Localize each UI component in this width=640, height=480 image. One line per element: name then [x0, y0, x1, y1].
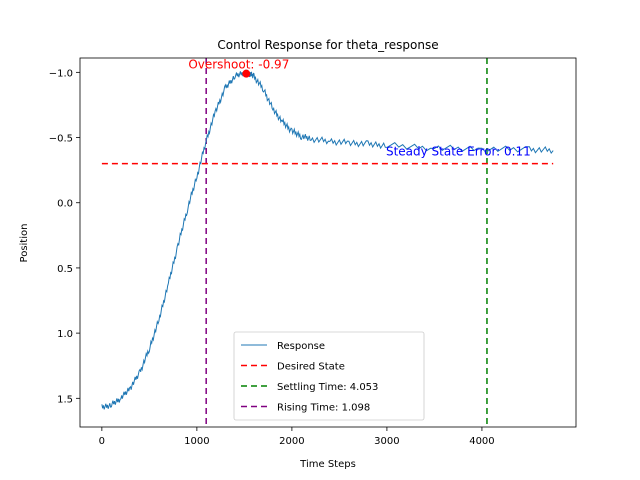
legend-entry-desired-state-label: Desired State: [277, 362, 345, 373]
axes-frame: [79, 57, 577, 428]
steady-state-error-annotation: Steady State Error: 0.11: [386, 145, 531, 159]
x-tick-label: 2000: [279, 436, 304, 447]
y-tick-label: −0.5: [49, 134, 73, 145]
x-tick-label: 3000: [374, 436, 399, 447]
overshoot-annotation: Overshoot: -0.97: [188, 57, 289, 71]
y-tick-label: 0.0: [57, 199, 73, 210]
x-axis-label: Time Steps: [299, 459, 356, 470]
overshoot-marker: [242, 69, 251, 78]
legend-entry-response-label: Response: [277, 341, 325, 352]
y-tick-label: −1.0: [49, 68, 73, 79]
y-axis-label: Position: [19, 224, 30, 263]
x-tick-label: 4000: [469, 436, 494, 447]
y-tick-label: 0.5: [57, 264, 73, 275]
x-tick-label: 0: [99, 436, 105, 447]
y-tick-label: 1.5: [57, 394, 73, 405]
legend: Response Desired State Settling Time: 4.05…: [233, 331, 425, 421]
x-tick-label: 1000: [184, 436, 209, 447]
chart-title: Control Response for theta_response: [217, 38, 438, 52]
plot-area: Overshoot: -0.97 Steady State Error: 0.11: [101, 57, 554, 427]
legend-entry-rising-time-label: Rising Time: 1.098: [277, 403, 370, 414]
legend-box: [233, 331, 425, 421]
axis-ticks: 0 1000 2000 3000 4000 −1.0 −0.5 0.0 0.5 1.0 1.5: [49, 68, 495, 447]
y-tick-label: 1.0: [57, 329, 73, 340]
legend-entry-settling-time-label: Settling Time: 4.053: [277, 382, 378, 393]
